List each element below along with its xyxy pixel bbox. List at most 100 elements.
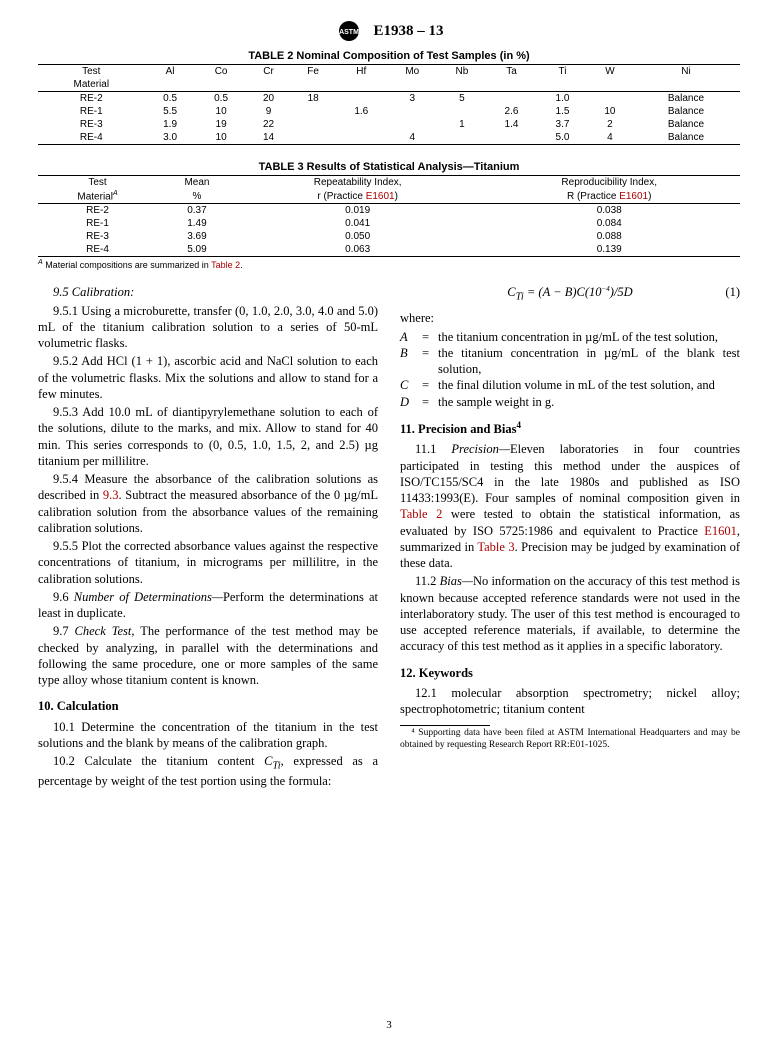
table2-col: Fe [290, 65, 335, 79]
table-cell [486, 92, 537, 106]
table-cell [438, 131, 486, 145]
heading-11: 11. Precision and Bias4 [400, 420, 740, 437]
table-cell: 0.050 [237, 230, 479, 243]
table-cell: 0.063 [237, 243, 479, 257]
table2-col: Co [196, 65, 247, 79]
table2-col: Ni [632, 65, 740, 79]
table-cell: 5.09 [157, 243, 237, 257]
heading-10: 10. Calculation [38, 698, 378, 714]
page-number: 3 [0, 1019, 778, 1031]
table-cell: 0.088 [478, 230, 740, 243]
table2-title: TABLE 2 Nominal Composition of Test Samp… [38, 50, 740, 62]
table2-col: W [588, 65, 632, 79]
table-cell: 9 [247, 105, 291, 118]
table-cell [486, 131, 537, 145]
astm-logo-icon: ASTM [334, 20, 364, 42]
table-cell: 18 [290, 92, 335, 106]
footnote-rule [400, 725, 490, 726]
table-cell: 3.69 [157, 230, 237, 243]
table-cell [290, 105, 335, 118]
table-cell [336, 92, 387, 106]
para: 10.2 Calculate the titanium content CTi,… [38, 753, 378, 789]
table-cell: 5.5 [145, 105, 196, 118]
table-cell: 0.084 [478, 217, 740, 230]
table-cell: RE-1 [38, 105, 145, 118]
table-cell: 14 [247, 131, 291, 145]
table2-col: Nb [438, 65, 486, 79]
table-cell: RE-3 [38, 230, 157, 243]
designation: E1938 – 13 [374, 23, 444, 39]
table2-col: Mo [387, 65, 438, 79]
table-cell: 5 [438, 92, 486, 106]
table3-title: TABLE 3 Results of Statistical Analysis—… [38, 161, 740, 173]
e1601-link[interactable]: E1601 [704, 524, 737, 538]
table2-col: Al [145, 65, 196, 79]
table-cell: 1.4 [486, 118, 537, 131]
table-cell: Balance [632, 118, 740, 131]
table-cell: 5.0 [537, 131, 588, 145]
table-cell: RE-2 [38, 92, 145, 106]
para: 11.1 Precision—Eleven laboratories in fo… [400, 441, 740, 571]
table-cell: 19 [196, 118, 247, 131]
table-cell: RE-4 [38, 243, 157, 257]
table-cell: 22 [247, 118, 291, 131]
para: 10.1 Determine the concentration of the … [38, 719, 378, 752]
table-cell: 20 [247, 92, 291, 106]
table-cell: 1.6 [336, 105, 387, 118]
table-cell: RE-3 [38, 118, 145, 131]
table2: Test Al Co Cr Fe Hf Mo Nb Ta Ti W Ni Mat… [38, 64, 740, 145]
table-cell: 1.0 [537, 92, 588, 106]
table3: Test Mean Repeatability Index, Reproduci… [38, 175, 740, 257]
section-9-5: 9.5 Calibration: [38, 284, 378, 300]
table-cell: 10 [196, 131, 247, 145]
table-cell: 0.038 [478, 204, 740, 218]
table-cell: RE-4 [38, 131, 145, 145]
table2-col: Hf [336, 65, 387, 79]
table-cell: 1.5 [537, 105, 588, 118]
table-cell: 2.6 [486, 105, 537, 118]
where-label: where: [400, 310, 740, 326]
table-cell: 0.5 [196, 92, 247, 106]
table3-link[interactable]: Table 3 [477, 540, 514, 554]
para: 12.1 molecular absorption spectrometry; … [400, 685, 740, 718]
table-cell: RE-1 [38, 217, 157, 230]
table-cell: 0.37 [157, 204, 237, 218]
footnote-4: ⁴ Supporting data have been filed at AST… [400, 728, 740, 751]
table3-footnote: A Material compositions are summarized i… [38, 259, 740, 270]
table2-link[interactable]: Table 2 [400, 507, 442, 521]
table-cell: 2 [588, 118, 632, 131]
table-cell [387, 118, 438, 131]
table-cell: RE-2 [38, 204, 157, 218]
para: 9.5.3 Add 10.0 mL of diantipyrylemethane… [38, 404, 378, 469]
svg-text:ASTM: ASTM [340, 29, 360, 36]
para: 9.5.5 Plot the corrected absorbance valu… [38, 538, 378, 587]
table-cell: Balance [632, 105, 740, 118]
para: 9.5.2 Add HCl (1 + 1), ascorbic acid and… [38, 353, 378, 402]
table-cell: 1.9 [145, 118, 196, 131]
heading-12: 12. Keywords [400, 665, 740, 681]
para: 9.5.4 Measure the absorbance of the cali… [38, 471, 378, 536]
table-cell [290, 131, 335, 145]
table-cell: Balance [632, 92, 740, 106]
table2-link[interactable]: Table 2 [211, 260, 240, 270]
table-cell: 0.139 [478, 243, 740, 257]
table2-col: Ti [537, 65, 588, 79]
para: 9.5.1 Using a microburette, transfer (0,… [38, 303, 378, 352]
table2-col: Ta [486, 65, 537, 79]
table-cell [387, 105, 438, 118]
page-header: ASTM E1938 – 13 [38, 20, 740, 42]
ref-9-3-link[interactable]: 9.3 [103, 488, 119, 502]
table-cell: 1 [438, 118, 486, 131]
table2-col: Cr [247, 65, 291, 79]
table-cell: 10 [588, 105, 632, 118]
table-cell [290, 118, 335, 131]
table-cell [438, 105, 486, 118]
table-cell: 1.49 [157, 217, 237, 230]
table-cell: 10 [196, 105, 247, 118]
where-table: A=the titanium concentration in µg/mL of… [400, 329, 740, 410]
table-cell: 0.5 [145, 92, 196, 106]
table2-col: Test [38, 65, 145, 79]
table-cell: 3 [387, 92, 438, 106]
table-cell [336, 118, 387, 131]
table-cell: 0.041 [237, 217, 479, 230]
